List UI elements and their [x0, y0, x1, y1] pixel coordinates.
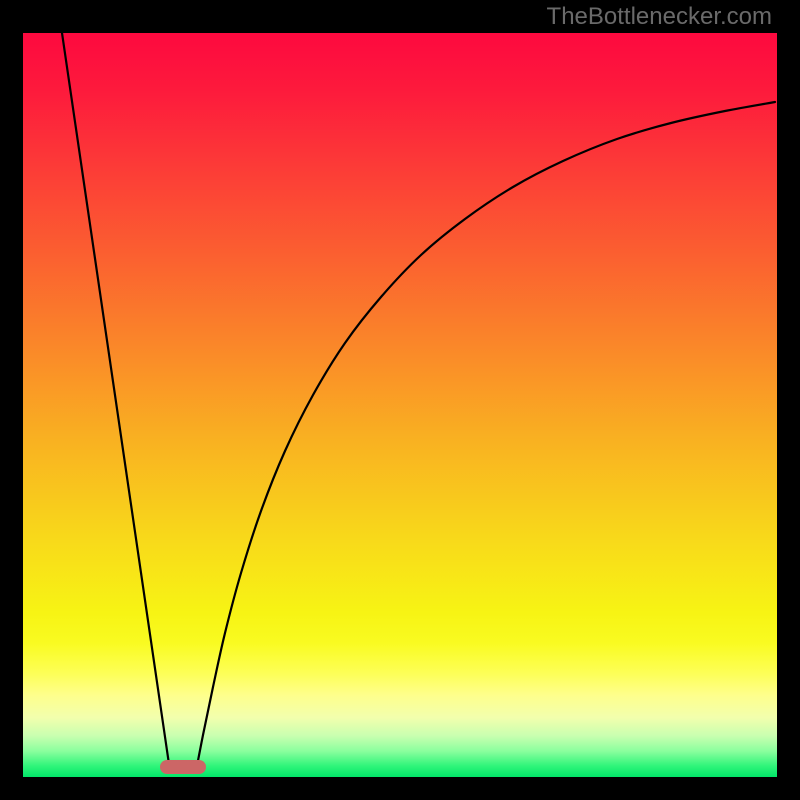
right-curve: [196, 102, 775, 771]
bottleneck-marker: [160, 760, 206, 774]
curves-layer: [23, 33, 777, 777]
chart-root: TheBottlenecker.com: [0, 0, 800, 800]
plot-area: [23, 33, 777, 777]
left-line: [62, 33, 170, 771]
watermark-text: TheBottlenecker.com: [547, 3, 772, 31]
